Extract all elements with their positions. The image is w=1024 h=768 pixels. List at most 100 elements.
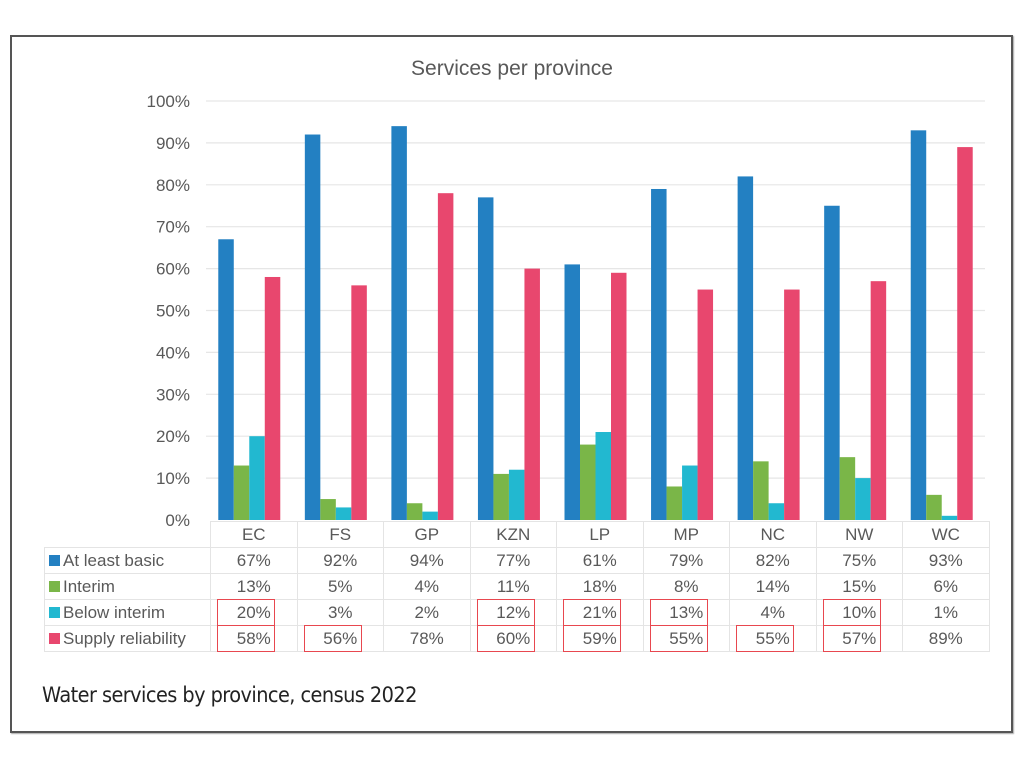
table-cell: 8% bbox=[642, 573, 730, 600]
y-tick-label: 0% bbox=[165, 511, 190, 530]
category-label-mp: MP bbox=[642, 521, 730, 548]
table-cell: 94% bbox=[383, 547, 471, 574]
table-cell: 67% bbox=[210, 547, 298, 574]
table-row: At least basic 67% 92% 94% 77% 61% 79% 82% 75% 93… bbox=[44, 547, 990, 574]
y-tick-label: 10% bbox=[156, 469, 190, 488]
bar-interim-mp bbox=[666, 486, 683, 520]
cell-value: 92% bbox=[323, 550, 358, 570]
table-cell: 21% bbox=[556, 599, 644, 626]
table-cell: 59% bbox=[556, 625, 644, 652]
table-cell: 92% bbox=[296, 547, 384, 574]
legend-label: Interim bbox=[63, 576, 115, 596]
table-cell: 56% bbox=[296, 625, 384, 652]
bar-supply-reliability-kzn bbox=[524, 268, 540, 520]
table-cell: 57% bbox=[815, 625, 903, 652]
category-label-gp: GP bbox=[383, 521, 471, 548]
legend-label: At least basic bbox=[63, 550, 165, 570]
cell-value: 18% bbox=[582, 576, 617, 596]
table-cell: 58% bbox=[210, 625, 298, 652]
category-label-lp: LP bbox=[556, 521, 644, 548]
cell-value: 3% bbox=[327, 602, 353, 622]
y-axis-ticks: 0% 10% 20% 30% 40% 50% 60% 70% 80% 90% 100% bbox=[147, 92, 190, 530]
bar-at-least-basic-wc bbox=[910, 130, 927, 520]
bar-below-interim-nc bbox=[768, 503, 785, 520]
cell-value: 67% bbox=[236, 550, 271, 570]
bar-below-interim-nw bbox=[855, 478, 871, 520]
table-cell: 10% bbox=[815, 599, 903, 626]
cell-value: 13% bbox=[669, 602, 704, 622]
legend-label: Supply reliability bbox=[63, 628, 186, 648]
category-label-nc: NC bbox=[729, 521, 817, 548]
cell-value: 20% bbox=[236, 602, 271, 622]
cell-value: 77% bbox=[496, 550, 531, 570]
cell-value: 12% bbox=[496, 602, 531, 622]
bar-at-least-basic-lp bbox=[564, 264, 580, 520]
cell-value: 14% bbox=[755, 576, 790, 596]
bar-below-interim-ec bbox=[249, 436, 265, 520]
bar-supply-reliability-fs bbox=[351, 285, 367, 520]
table-cell: 18% bbox=[556, 573, 644, 600]
cell-value: 1% bbox=[933, 602, 959, 622]
cell-value: 10% bbox=[842, 602, 877, 622]
bar-below-interim-kzn bbox=[508, 469, 525, 520]
cell-value: 61% bbox=[582, 550, 617, 570]
category-label-wc: WC bbox=[902, 521, 990, 548]
cell-value: 82% bbox=[755, 550, 790, 570]
bar-at-least-basic-gp bbox=[391, 126, 407, 520]
bar-interim-wc bbox=[926, 494, 942, 520]
table-cell: 4% bbox=[383, 573, 471, 600]
bar-below-interim-wc bbox=[941, 515, 958, 520]
table-row: Interim 13% 5% 4% 11% 18% 8% 14% 15% 6% bbox=[44, 573, 990, 600]
y-tick-label: 90% bbox=[156, 134, 190, 153]
bar-at-least-basic-nc bbox=[737, 176, 754, 521]
bar-below-interim-fs bbox=[335, 507, 352, 520]
bar-interim-gp bbox=[406, 503, 423, 520]
table-cell: 93% bbox=[902, 547, 990, 574]
cell-value: 4% bbox=[760, 602, 786, 622]
table-cell: 75% bbox=[815, 547, 903, 574]
bar-below-interim-lp bbox=[595, 432, 611, 520]
bar-interim-ec bbox=[233, 465, 250, 520]
table-cell: 12% bbox=[469, 599, 557, 626]
bar-at-least-basic-kzn bbox=[477, 197, 494, 520]
cell-value: 13% bbox=[236, 576, 271, 596]
table-cell: 14% bbox=[729, 573, 817, 600]
table-cell: 61% bbox=[556, 547, 644, 574]
bar-supply-reliability-lp bbox=[611, 272, 627, 520]
bar-interim-kzn bbox=[493, 473, 509, 520]
legend-entry-at-least-basic: At least basic bbox=[44, 547, 211, 574]
legend-swatch bbox=[49, 580, 60, 592]
bar-below-interim-gp bbox=[422, 511, 438, 520]
cell-value: 89% bbox=[928, 628, 963, 648]
bar-supply-reliability-wc bbox=[957, 147, 973, 520]
category-label-ec: EC bbox=[210, 521, 298, 548]
legend-swatch bbox=[49, 632, 60, 644]
category-label-kzn: KZN bbox=[469, 521, 557, 548]
bar-interim-nc bbox=[753, 461, 769, 520]
table-cell: 4% bbox=[729, 599, 817, 626]
table-cell: 15% bbox=[815, 573, 903, 600]
data-table: EC FS GP KZN LP MP NC NW WC At least basic 67% 92%… bbox=[44, 521, 990, 652]
y-tick-label: 100% bbox=[147, 92, 190, 111]
bar-supply-reliability-nw bbox=[870, 281, 887, 520]
cell-value: 56% bbox=[323, 628, 358, 648]
cell-value: 75% bbox=[842, 550, 877, 570]
cell-value: 60% bbox=[496, 628, 531, 648]
category-label-fs: FS bbox=[296, 521, 384, 548]
cell-value: 58% bbox=[236, 628, 271, 648]
bar-below-interim-mp bbox=[682, 465, 698, 520]
bars bbox=[218, 126, 973, 521]
bar-at-least-basic-nw bbox=[824, 205, 840, 520]
cell-value: 94% bbox=[409, 550, 444, 570]
cell-value: 15% bbox=[842, 576, 877, 596]
table-cell: 11% bbox=[469, 573, 557, 600]
bar-interim-nw bbox=[839, 457, 856, 520]
bar-supply-reliability-ec bbox=[264, 276, 281, 520]
table-cell: 5% bbox=[296, 573, 384, 600]
table-cell: 13% bbox=[642, 599, 730, 626]
bar-interim-fs bbox=[320, 499, 336, 520]
table-cell: 77% bbox=[469, 547, 557, 574]
cell-value: 78% bbox=[409, 628, 444, 648]
bar-supply-reliability-gp bbox=[437, 193, 454, 520]
